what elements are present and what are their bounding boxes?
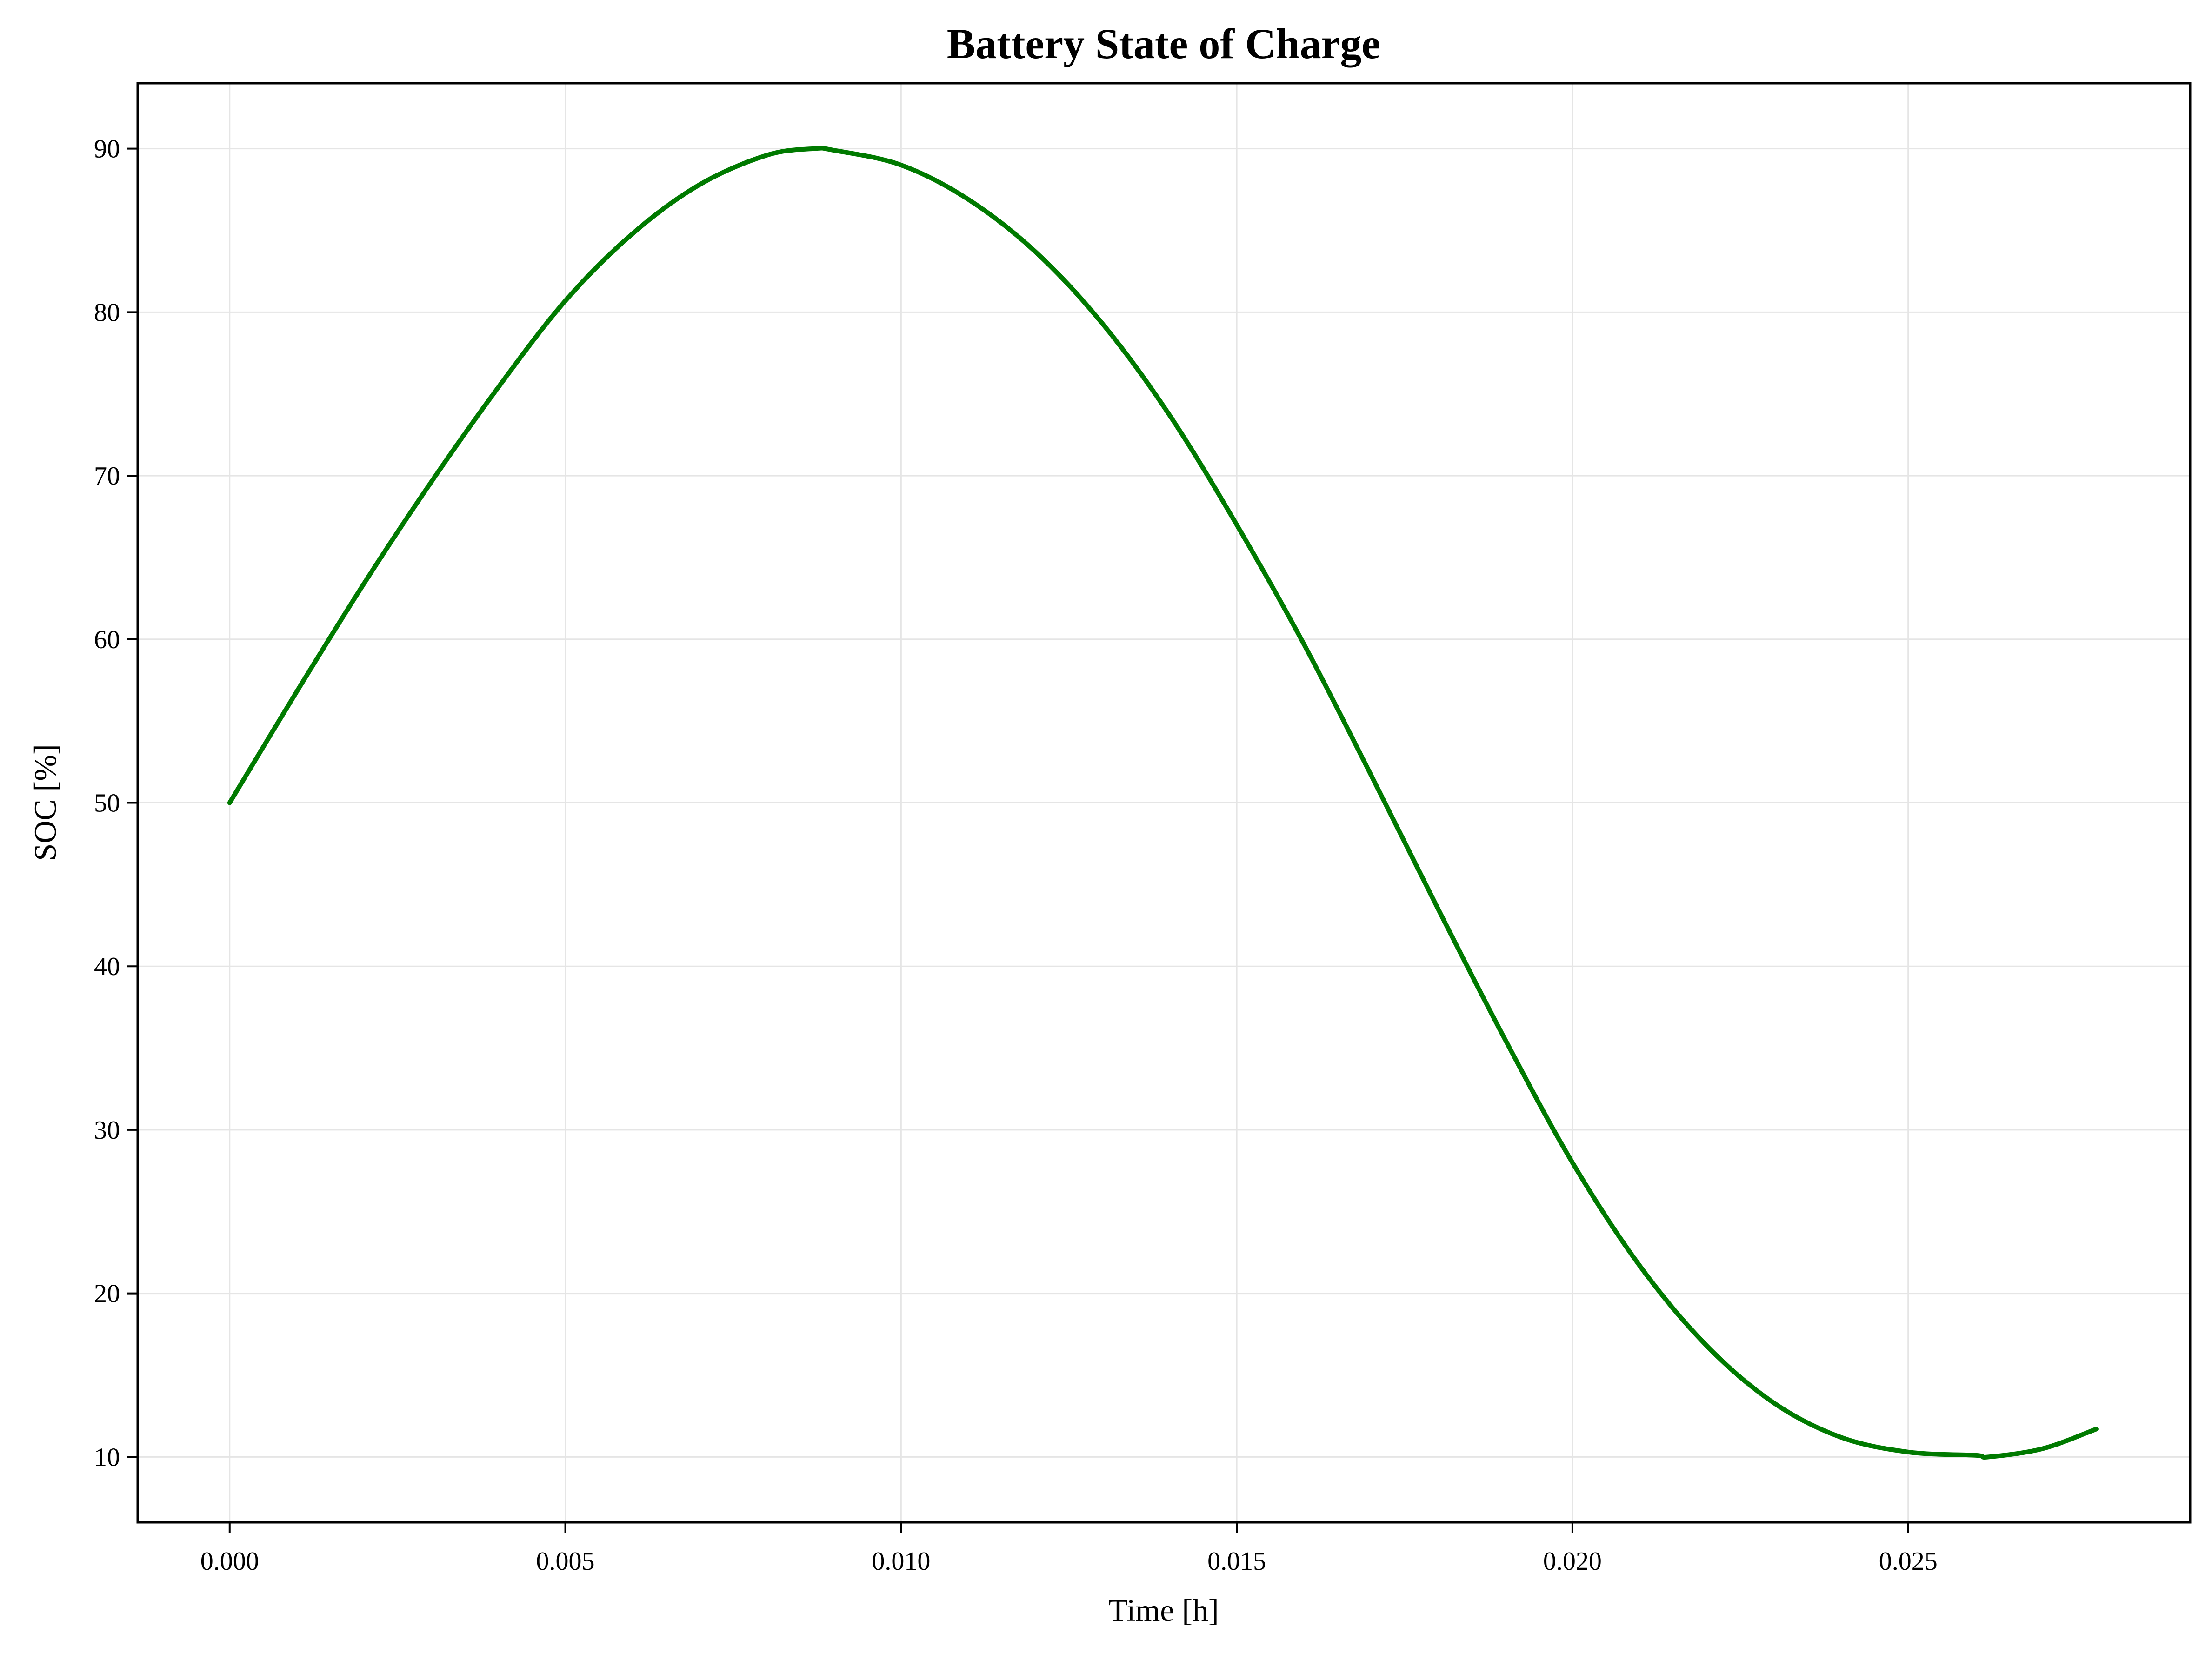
y-tick-label: 20 bbox=[94, 1280, 120, 1308]
x-axis-label: Time [h] bbox=[1108, 1593, 1219, 1628]
y-tick-label: 40 bbox=[94, 952, 120, 981]
y-tick-label: 70 bbox=[94, 462, 120, 491]
series-line-soc bbox=[227, 146, 2099, 1460]
x-tick-label: 0.025 bbox=[1879, 1547, 1938, 1576]
x-tick-label: 0.020 bbox=[1543, 1547, 1602, 1576]
grid bbox=[138, 83, 2190, 1522]
y-axis-label: SOC [%] bbox=[27, 744, 63, 861]
x-tick-label: 0.015 bbox=[1207, 1547, 1266, 1576]
y-tick-label: 80 bbox=[94, 298, 120, 327]
y-tick-label: 50 bbox=[94, 789, 120, 818]
ticks: 0.000 0.005 0.010 0.015 0.020 0.025 10 20 30 40 50… bbox=[94, 135, 1938, 1576]
series-group bbox=[227, 146, 2099, 1460]
x-tick-label: 0.000 bbox=[200, 1547, 259, 1576]
chart-title: Battery State of Charge bbox=[947, 20, 1381, 67]
x-tick-label: 0.010 bbox=[872, 1547, 930, 1576]
y-tick-label: 60 bbox=[94, 625, 120, 654]
x-tick-label: 0.005 bbox=[536, 1547, 595, 1576]
y-tick-label: 10 bbox=[94, 1443, 120, 1472]
y-tick-label: 90 bbox=[94, 135, 120, 164]
y-tick-label: 30 bbox=[94, 1116, 120, 1145]
